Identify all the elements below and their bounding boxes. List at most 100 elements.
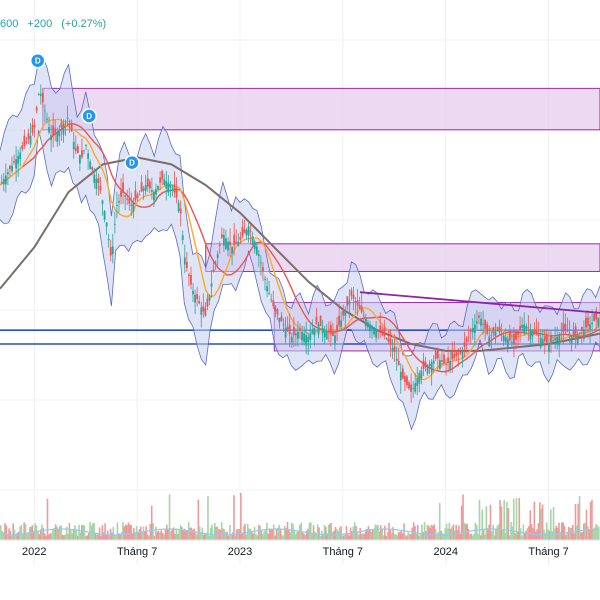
volume-bar <box>530 524 533 540</box>
candle-body <box>124 195 127 197</box>
volume-bar <box>338 527 341 540</box>
candle-body <box>35 107 38 111</box>
candle-body <box>171 187 174 189</box>
volume-bar <box>19 526 21 540</box>
volume-bar <box>196 534 198 540</box>
volume-bar <box>459 534 462 540</box>
volume-bar <box>200 532 202 540</box>
volume-bar <box>59 526 61 540</box>
volume-bar <box>96 534 98 540</box>
candle-body <box>438 360 441 369</box>
volume-bar <box>28 527 31 540</box>
volume-bar <box>296 531 298 540</box>
volume-bar <box>286 522 289 540</box>
candle-body <box>301 331 303 341</box>
volume-bar <box>486 528 489 540</box>
candle-body <box>260 262 262 264</box>
candle-body <box>463 342 466 347</box>
candle-body <box>46 118 48 120</box>
candle-body <box>457 352 460 355</box>
candle-body <box>126 198 129 200</box>
volume-bar <box>108 535 110 540</box>
volume-bar <box>418 535 420 540</box>
candle-body <box>595 310 598 320</box>
volume-bar <box>137 531 139 540</box>
volume-bar <box>331 532 334 540</box>
candle-body <box>554 338 556 341</box>
candle-body <box>173 184 176 193</box>
candle-body <box>17 155 20 164</box>
volume-bar <box>148 535 150 540</box>
trendline-line <box>359 291 600 314</box>
candle-body <box>23 135 26 146</box>
candle-body <box>447 357 450 363</box>
candle-body <box>410 384 412 392</box>
volume-bar <box>504 533 507 540</box>
candle-body <box>319 315 322 327</box>
volume-bar <box>115 534 117 540</box>
candle-body <box>200 307 203 315</box>
x-tick-label-1: Tháng 7 <box>117 546 157 558</box>
volume-bar <box>60 525 62 540</box>
candle-body <box>488 336 491 347</box>
volume-bar <box>569 527 571 540</box>
candle-body <box>146 178 149 187</box>
volume-bar <box>23 522 25 540</box>
candle-body <box>467 336 470 338</box>
candle-body <box>56 132 59 142</box>
candle-body <box>515 331 517 340</box>
volume-bar <box>475 524 478 540</box>
volume-bar <box>80 525 83 540</box>
volume-bar <box>443 534 445 540</box>
candle-body <box>266 286 268 292</box>
candle-body <box>0 182 3 184</box>
candle-body <box>346 296 349 306</box>
volume-bar <box>379 525 382 540</box>
candle-body <box>107 238 110 241</box>
candle-body <box>545 334 548 343</box>
volume-bar <box>584 522 586 540</box>
volume-bar <box>577 503 580 540</box>
volume-bar <box>150 505 153 540</box>
volume-bar <box>412 522 415 540</box>
candle-body <box>459 351 462 353</box>
candle-body <box>144 185 147 191</box>
price-header: 600 +200 (+0.27%) <box>0 18 112 30</box>
candle-body <box>29 135 32 145</box>
volume-bar <box>371 529 374 540</box>
candle-body <box>33 124 36 128</box>
candle-body <box>476 321 478 324</box>
candle-body <box>91 167 94 170</box>
candle-body <box>332 332 334 336</box>
volume-bar <box>272 524 275 540</box>
candle-body <box>352 294 355 299</box>
volume-bar <box>437 532 440 540</box>
volume-bar <box>5 525 8 540</box>
candle-body <box>471 327 474 333</box>
volume-bar <box>179 525 182 540</box>
candle-body <box>95 178 98 190</box>
volume-bar <box>41 524 43 540</box>
volume-bar <box>82 524 84 540</box>
price-fragment: 600 <box>0 18 19 30</box>
x-tick-label-5: Tháng 7 <box>528 546 568 558</box>
volume-bar <box>283 525 286 540</box>
volume-bar <box>45 535 47 540</box>
candle-body <box>531 331 534 337</box>
volume-bar <box>416 524 419 540</box>
candle-body <box>451 350 454 360</box>
candle-body <box>371 326 373 330</box>
candle-body <box>155 189 157 195</box>
candle-body <box>190 275 192 285</box>
candle-body <box>116 205 118 206</box>
volume-bar <box>12 523 14 540</box>
volume-bar <box>323 525 326 540</box>
dividend-markers: D D D <box>29 52 140 171</box>
candle-body <box>58 130 61 137</box>
volume-bar <box>477 533 479 540</box>
volume-bar <box>181 526 183 540</box>
volume-bar <box>312 525 315 540</box>
candle-body <box>70 123 73 132</box>
band-lower <box>0 130 600 431</box>
